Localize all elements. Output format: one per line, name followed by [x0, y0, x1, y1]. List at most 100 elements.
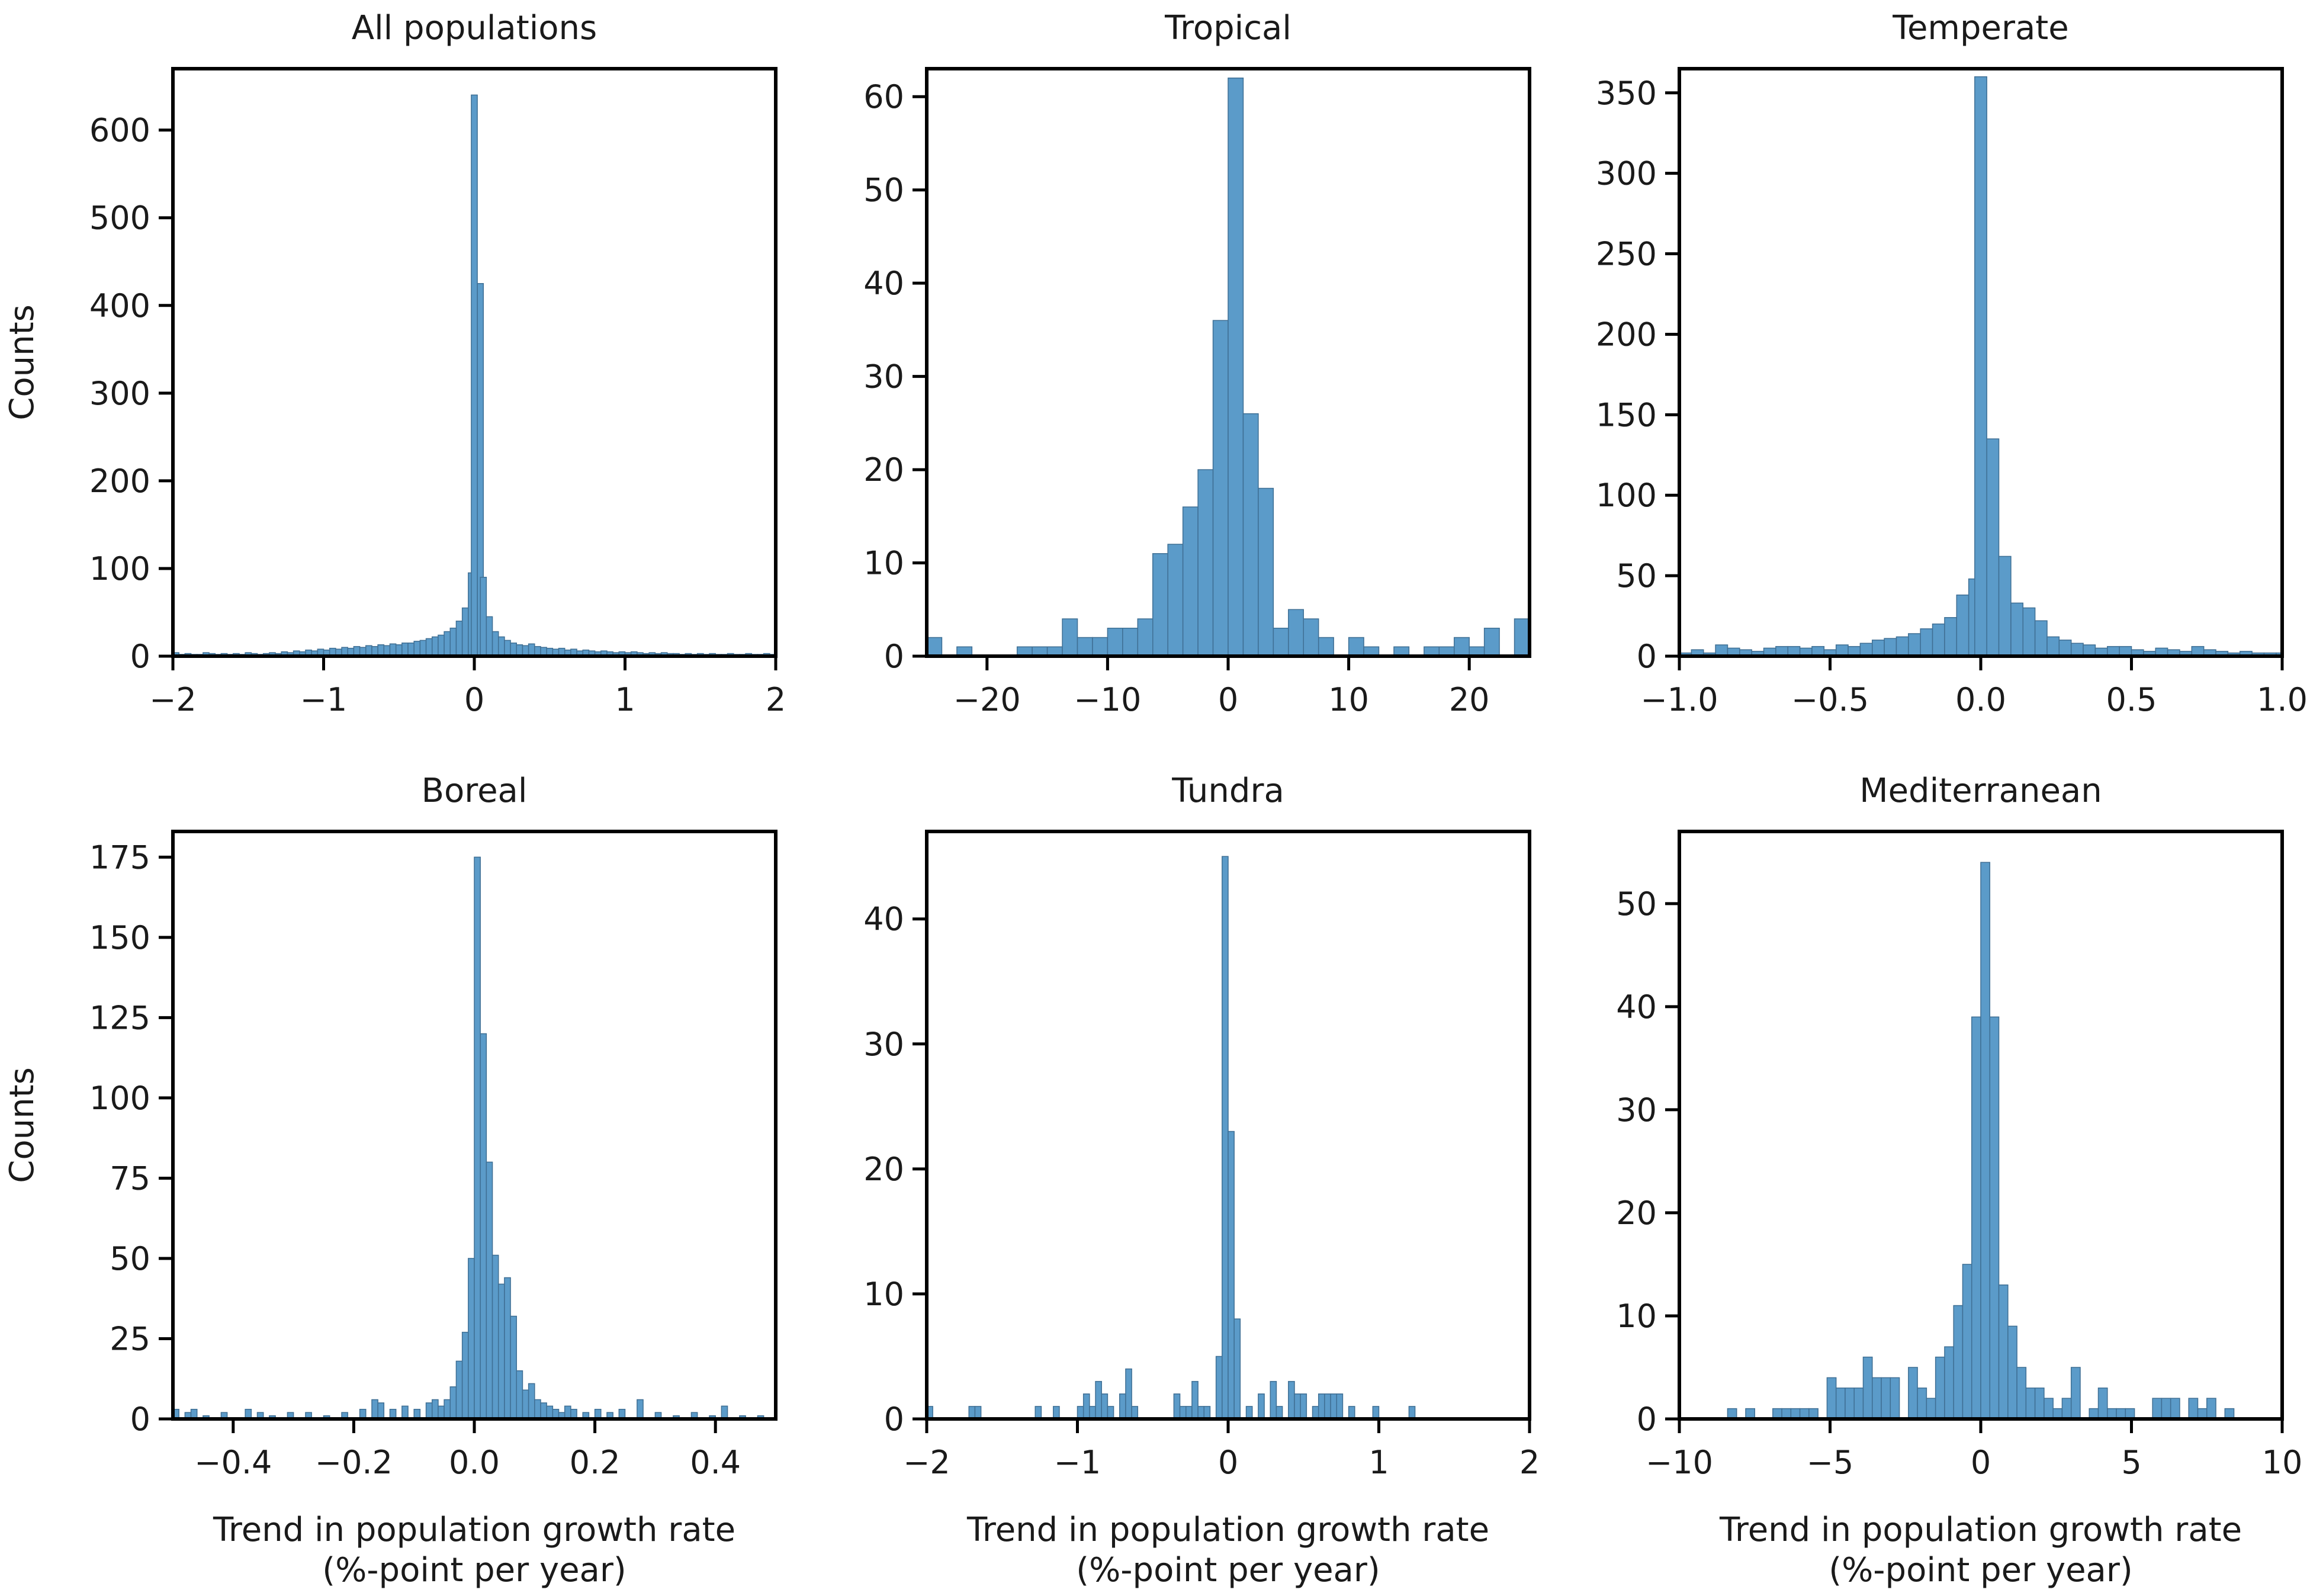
histogram-bar	[1245, 1406, 1253, 1420]
histogram-bar	[510, 643, 518, 657]
histogram-bar	[1212, 320, 1229, 657]
y-tick-label: 30	[1616, 1091, 1657, 1129]
histogram-bar	[528, 1383, 535, 1420]
histogram-bar	[461, 1331, 469, 1420]
histogram-bar	[1185, 1406, 1193, 1420]
histogram-bar	[486, 1161, 493, 1420]
x-axis-label-line: Trend in population growth rate	[966, 1511, 1489, 1549]
histogram-bar	[389, 643, 397, 657]
histogram-bar	[1454, 637, 1470, 657]
histogram-bar	[491, 1254, 499, 1420]
histogram-bar	[468, 1258, 475, 1420]
x-tick-label: −10	[1074, 681, 1141, 718]
histogram-bar	[1062, 618, 1078, 657]
histogram-bars	[926, 78, 1530, 657]
histogram-bar	[1835, 1388, 1846, 1420]
histogram-bar	[1089, 1406, 1096, 1420]
x-tick-label: 0	[464, 681, 484, 718]
histogram-bar	[401, 643, 409, 657]
histogram-bar	[1920, 628, 1933, 657]
histogram-bar	[528, 643, 535, 657]
histogram-bar	[534, 1399, 541, 1420]
histogram-bar	[1872, 640, 1885, 657]
histogram-bar	[1986, 438, 2000, 657]
x-tick-label: 20	[1449, 681, 1490, 718]
x-tick-label: −0.2	[315, 1444, 393, 1481]
histogram-bar	[1974, 76, 1987, 657]
y-tick-label: 125	[89, 999, 150, 1036]
x-tick-label: −2	[149, 681, 197, 718]
histogram-bar	[1167, 544, 1184, 657]
y-tick-label: 400	[89, 287, 150, 325]
y-tick-label: 175	[89, 839, 150, 876]
x-tick-label: 0	[1971, 1444, 1991, 1481]
y-tick-label: 20	[863, 1151, 904, 1188]
y-tick-label: 30	[863, 358, 904, 396]
histogram-bar	[1908, 1367, 1918, 1420]
histogram-bars	[926, 856, 1416, 1420]
y-tick-label: 75	[110, 1160, 150, 1197]
histogram-bar	[2097, 1388, 2108, 1420]
histogram-bar	[2188, 1398, 2199, 1420]
histogram-bar	[2007, 1325, 2017, 1420]
y-tick-label: 50	[110, 1240, 150, 1277]
histogram-bar	[2044, 1398, 2054, 1420]
histogram-bar	[926, 637, 943, 657]
histogram-bar	[1077, 637, 1093, 657]
panel-title: All populations	[352, 9, 597, 47]
histogram-bar	[1119, 1393, 1126, 1420]
histogram-bar	[1845, 1388, 1855, 1420]
histogram-bar	[486, 616, 493, 657]
histogram-bar	[1173, 1393, 1181, 1420]
y-tick-label: 20	[1616, 1194, 1657, 1232]
histogram-bar	[1276, 1406, 1283, 1420]
x-tick-label: 0.4	[690, 1444, 741, 1481]
histogram-bar	[1895, 636, 1909, 657]
histogram-bar	[1137, 618, 1154, 657]
histogram-bar	[546, 1405, 554, 1420]
histogram-bar	[1336, 1393, 1344, 1420]
histogram-bar	[1300, 1393, 1307, 1420]
histogram-bar	[1826, 1377, 1837, 1420]
histogram-bar	[974, 1406, 982, 1420]
histogram-bar	[2034, 1388, 2045, 1420]
panel-mediterranean: Mediterranean −10 −5 0 5 10 0 10 20 30 40 50 Trend i…	[1616, 772, 2302, 1589]
y-tick-label: 250	[1596, 236, 1657, 273]
histogram-bar	[1273, 628, 1289, 657]
histogram-bar	[1131, 1406, 1139, 1420]
histogram-bar	[540, 1402, 547, 1420]
x-axis-label-line: Trend in population growth rate	[1719, 1511, 2242, 1549]
histogram-bar	[444, 631, 451, 657]
panel-temperate: Temperate −1.0 −0.5 0.0 0.5 1.0 0 50 100 150 200 25…	[1596, 9, 2308, 718]
x-axis-label: Trend in population growth rate (%-point …	[1719, 1511, 2242, 1589]
histogram-bar	[2070, 643, 2084, 657]
histogram-bar	[1095, 1380, 1102, 1420]
histogram-bar	[1203, 1406, 1211, 1420]
histogram-bar	[1998, 1284, 2009, 1420]
histogram-bar	[431, 636, 439, 657]
histogram-bar	[1288, 1380, 1295, 1420]
histogram-bar	[1082, 1393, 1090, 1420]
y-tick-label: 300	[1596, 155, 1657, 192]
y-tick-label: 150	[1596, 396, 1657, 433]
histogram-bar	[1980, 862, 1991, 1420]
histogram-bar	[474, 856, 481, 1420]
histogram-bar	[516, 1370, 523, 1420]
histogram-bar	[1122, 628, 1139, 657]
y-tick-label: 0	[884, 1401, 904, 1438]
histogram-bar	[1228, 78, 1244, 657]
histogram-bar	[461, 607, 469, 657]
y-tick-label: 0	[130, 638, 150, 675]
x-tick-label: 0.2	[570, 1444, 621, 1481]
histogram-bar	[471, 94, 478, 657]
histogram-bar	[1312, 1406, 1319, 1420]
histogram-bar	[1318, 1393, 1325, 1420]
histogram-bar	[438, 1405, 445, 1420]
y-tick-label: 50	[1616, 557, 1657, 595]
histogram-bar	[1258, 1393, 1265, 1420]
y-tick-label: 150	[89, 919, 150, 956]
histogram-bar	[497, 636, 505, 657]
histogram-bar	[1258, 487, 1274, 657]
